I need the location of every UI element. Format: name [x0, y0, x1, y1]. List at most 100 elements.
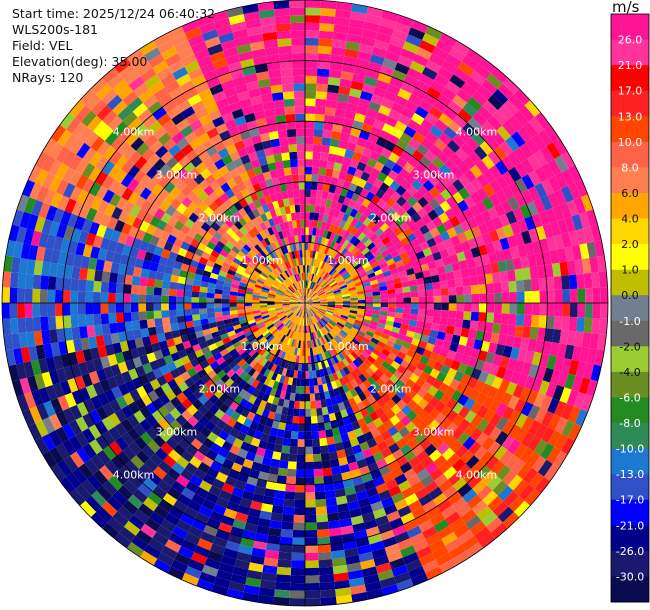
velocity-gate — [55, 315, 64, 330]
velocity-gate — [521, 416, 535, 432]
velocity-gate — [149, 378, 161, 391]
velocity-gate — [305, 60, 318, 69]
velocity-gate — [134, 156, 148, 170]
velocity-gate — [317, 277, 323, 285]
velocity-gate — [312, 159, 320, 168]
velocity-gate — [100, 303, 109, 314]
velocity-gate — [274, 299, 283, 302]
velocity-gate — [443, 106, 458, 121]
velocity-gate — [305, 303, 313, 305]
velocity-gate — [579, 243, 590, 260]
velocity-gate — [288, 276, 294, 284]
velocity-gate — [294, 274, 298, 282]
velocity-gate — [283, 308, 292, 313]
velocity-gate — [279, 222, 286, 231]
velocity-gate — [307, 288, 312, 297]
velocity-gate — [305, 393, 311, 402]
velocity-gate — [187, 499, 202, 513]
velocity-gate — [188, 212, 199, 223]
velocity-gate — [187, 393, 198, 405]
velocity-gate — [416, 125, 430, 138]
velocity-gate — [299, 303, 305, 309]
velocity-gate — [270, 458, 281, 468]
velocity-gate — [128, 76, 145, 92]
velocity-gate — [411, 212, 422, 223]
velocity-gate — [123, 284, 132, 294]
velocity-gate — [114, 219, 126, 233]
velocity-gate — [278, 286, 286, 292]
velocity-gate — [359, 441, 370, 452]
velocity-gate — [251, 134, 262, 145]
velocity-gate — [103, 227, 115, 240]
velocity-gate — [426, 237, 437, 248]
velocity-gate — [62, 290, 71, 303]
velocity-gate — [312, 331, 317, 340]
velocity-gate — [128, 474, 143, 489]
velocity-gate — [225, 326, 235, 333]
velocity-gate — [189, 338, 199, 347]
velocity-gate — [122, 446, 137, 461]
velocity-gate — [294, 347, 298, 356]
velocity-gate — [152, 531, 169, 546]
velocity-gate — [397, 88, 412, 101]
velocity-gate — [347, 317, 356, 322]
colorbar-tick-label: 1.0 — [621, 264, 639, 277]
velocity-gate — [351, 175, 361, 186]
velocity-gate — [436, 442, 450, 455]
velocity-gate — [495, 416, 509, 431]
velocity-gate — [394, 22, 411, 35]
velocity-gate — [328, 207, 336, 217]
velocity-gate — [177, 322, 187, 330]
velocity-gate — [409, 532, 426, 546]
velocity-gate — [238, 207, 248, 218]
velocity-gate — [531, 303, 540, 316]
velocity-gate — [252, 341, 260, 349]
velocity-gate — [349, 235, 358, 245]
velocity-gate — [246, 345, 255, 354]
colorbar-tick-label: -8.0 — [619, 417, 640, 430]
velocity-gate — [446, 227, 458, 239]
velocity-gate — [279, 325, 286, 333]
velocity-gate — [280, 359, 287, 368]
velocity-gate — [312, 453, 322, 462]
velocity-gate — [262, 269, 270, 277]
velocity-gate — [337, 386, 346, 395]
velocity-gate — [165, 436, 179, 450]
velocity-gate — [193, 232, 204, 243]
velocity-gate — [305, 477, 315, 485]
velocity-gate — [126, 542, 145, 558]
velocity-gate — [198, 394, 209, 405]
velocity-gate — [280, 263, 287, 272]
velocity-gate — [341, 310, 350, 315]
velocity-gate — [13, 241, 24, 258]
velocity-gate — [519, 387, 532, 402]
velocity-gate — [384, 324, 393, 332]
velocity-gate — [16, 394, 30, 412]
velocity-gate — [302, 303, 305, 311]
velocity-gate — [326, 231, 333, 240]
velocity-gate — [108, 441, 123, 456]
velocity-gate — [117, 505, 134, 521]
velocity-gate — [247, 336, 256, 344]
velocity-gate — [171, 385, 183, 397]
velocity-gate — [320, 376, 327, 385]
velocity-gate — [144, 74, 161, 89]
velocity-gate — [177, 493, 192, 507]
velocity-gate — [369, 411, 380, 422]
velocity-gate — [404, 450, 417, 462]
velocity-gate — [293, 408, 300, 417]
velocity-gate — [184, 314, 193, 322]
velocity-gate — [283, 307, 291, 312]
velocity-gate — [552, 450, 568, 468]
velocity-gate — [266, 254, 274, 262]
velocity-gate — [288, 286, 295, 293]
velocity-gate — [322, 262, 328, 271]
velocity-gate — [547, 192, 560, 208]
velocity-gate — [291, 560, 305, 569]
velocity-gate — [307, 272, 310, 281]
velocity-gate — [176, 73, 192, 87]
velocity-gate — [451, 334, 461, 345]
velocity-gate — [95, 185, 109, 200]
velocity-gate — [458, 174, 471, 188]
velocity-gate — [373, 434, 385, 445]
